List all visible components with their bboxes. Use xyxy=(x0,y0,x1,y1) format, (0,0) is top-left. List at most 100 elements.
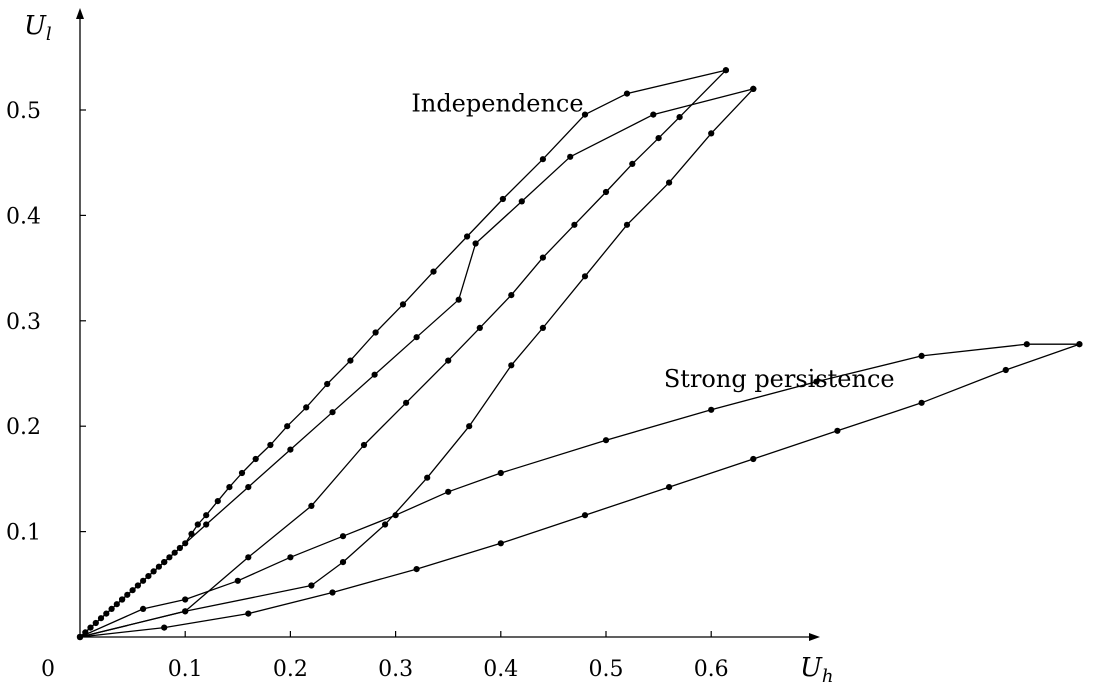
data-point xyxy=(347,357,354,364)
data-point xyxy=(226,484,233,491)
y-tick-label: 0.1 xyxy=(6,521,41,546)
y-tick-label: 0.5 xyxy=(6,99,41,124)
data-point xyxy=(308,582,315,589)
data-point xyxy=(834,427,841,434)
data-point xyxy=(623,221,631,228)
x-axis-label: Uh xyxy=(800,653,834,687)
x-tick-label: 0.1 xyxy=(168,657,203,682)
data-point xyxy=(445,488,452,495)
data-point xyxy=(918,352,925,359)
data-point xyxy=(508,362,515,369)
data-point xyxy=(1002,366,1009,374)
data-point xyxy=(466,423,473,430)
data-point xyxy=(392,512,399,519)
axes: 0 0.1 0.2 0.3 0.4 0.5 0.6 0.1 0.2 0.3 0.4 0.5 Uh U… xyxy=(6,8,834,687)
data-point xyxy=(539,254,547,261)
y-axis-ticks: 0.1 0.2 0.3 0.4 0.5 xyxy=(6,99,86,546)
data-point xyxy=(650,111,657,118)
data-point xyxy=(287,446,294,453)
data-point xyxy=(476,324,483,331)
data-point xyxy=(602,437,610,444)
data-point xyxy=(119,596,126,603)
annotation-label: Independence xyxy=(411,90,583,118)
x-tick-label: 0.5 xyxy=(589,657,624,682)
data-point xyxy=(234,577,241,584)
data-point xyxy=(539,324,547,331)
y-axis-label-sub: l xyxy=(46,24,52,45)
data-point xyxy=(666,179,673,186)
data-point xyxy=(360,441,368,449)
annotations: Independence Strong persistence xyxy=(411,90,894,393)
data-point xyxy=(581,273,589,280)
y-tick-label: 0.2 xyxy=(6,415,41,440)
x-tick-label: 0.6 xyxy=(694,657,729,682)
data-point xyxy=(655,135,662,142)
data-point xyxy=(339,533,347,540)
series-5 xyxy=(76,341,1083,641)
data-point xyxy=(750,85,757,92)
data-point xyxy=(581,111,589,118)
x-axis-label-main: U xyxy=(800,653,823,683)
data-point xyxy=(424,474,431,481)
data-point xyxy=(267,441,274,449)
data-point xyxy=(497,469,504,477)
x-axis-ticks: 0 0.1 0.2 0.3 0.4 0.5 0.6 xyxy=(41,631,729,682)
data-point xyxy=(455,296,462,303)
data-point xyxy=(676,114,683,121)
series-line xyxy=(79,88,754,638)
data-point xyxy=(182,596,189,603)
data-point xyxy=(403,399,410,406)
data-point xyxy=(399,301,407,308)
data-point xyxy=(508,292,515,299)
y-axis-arrow xyxy=(76,8,84,19)
data-point xyxy=(329,409,336,416)
series-line xyxy=(79,88,754,638)
data-point xyxy=(445,357,452,364)
data-point xyxy=(252,455,259,463)
data-point xyxy=(182,608,189,615)
data-point xyxy=(324,380,331,388)
data-point xyxy=(194,521,201,528)
data-point xyxy=(308,502,315,509)
data-point xyxy=(371,371,378,378)
data-point xyxy=(464,233,471,240)
data-point xyxy=(708,406,715,413)
data-point xyxy=(287,554,294,561)
data-point xyxy=(539,156,547,163)
data-point xyxy=(722,67,730,74)
data-point xyxy=(518,198,525,205)
data-point xyxy=(161,559,168,566)
data-point xyxy=(203,521,210,528)
series-line xyxy=(79,343,1080,638)
x-tick-label: 0.3 xyxy=(378,657,413,682)
data-point xyxy=(329,589,336,596)
data-point xyxy=(413,566,420,573)
data-point xyxy=(666,484,673,491)
y-axis-label: Ul xyxy=(24,11,52,45)
data-point xyxy=(567,153,574,160)
annotation-label: Strong persistence xyxy=(664,365,895,393)
x-tick-label: 0.2 xyxy=(273,657,308,682)
data-point xyxy=(623,90,631,97)
data-point xyxy=(284,423,291,430)
data-point xyxy=(161,624,168,631)
series-line xyxy=(79,69,727,638)
data-point xyxy=(430,268,437,275)
data-point xyxy=(629,160,636,167)
y-tick-label: 0.3 xyxy=(6,310,41,335)
data-point xyxy=(571,221,578,228)
data-point xyxy=(303,404,310,411)
data-point xyxy=(372,329,379,336)
data-point xyxy=(813,378,820,385)
x-tick-label: 0.4 xyxy=(483,657,518,682)
data-point xyxy=(918,399,925,406)
data-point xyxy=(382,521,389,528)
data-point xyxy=(245,484,252,491)
data-point xyxy=(245,554,252,561)
series-layer xyxy=(76,67,1083,641)
y-tick-label: 0.4 xyxy=(6,204,41,229)
x-tick-label: 0 xyxy=(41,657,55,682)
x-axis-arrow xyxy=(809,633,820,641)
